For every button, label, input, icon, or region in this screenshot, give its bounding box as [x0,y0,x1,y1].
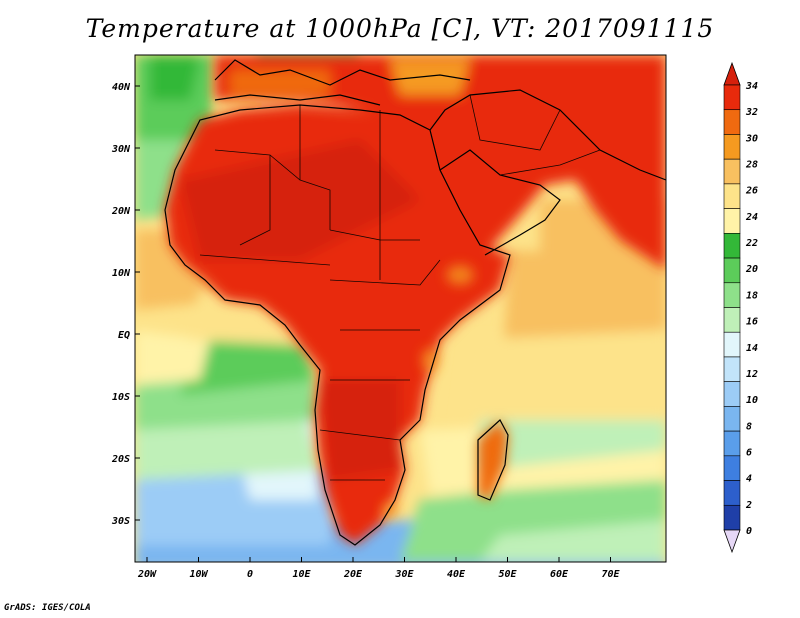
colorbar-label: 30 [745,133,758,144]
colorbar-label: 32 [745,107,758,118]
lon-tick-label: 30E [394,569,414,580]
colorbar-max-triangle [723,61,741,86]
colorbar-band [723,406,741,432]
colorbar-band [723,480,741,506]
lat-tick-label: 10S [112,392,130,403]
lat-tick-label: 30S [111,516,130,527]
colorbar-label: 28 [745,160,758,171]
colorbar-label: 12 [746,369,758,380]
colorbar-band [723,257,741,284]
colorbar-band [723,307,741,333]
colorbar-band [723,109,741,135]
colorbar-label: 34 [745,81,758,92]
lat-tick-label: EQ [118,330,130,341]
lat-tick-label: 20S [111,454,130,465]
latitude-axis: 40N 30N 20N 10N EQ 10S 20S 30S [111,82,140,527]
plot-frame [134,54,667,563]
lon-tick-label: 10E [292,569,311,580]
map-title: Temperature at 1000hPa [C], VT: 20170911… [85,14,715,43]
colorbar-label: 20 [745,264,758,275]
colorbar-band [723,381,741,407]
lon-tick-label: 50E [498,569,517,580]
colorbar-band [723,233,741,259]
colorbar-band [723,208,741,234]
colorbar-band [723,455,741,481]
lon-tick-label: 0 [247,569,253,580]
colorbar-label: 14 [746,343,758,354]
colorbar-label: 8 [746,421,752,432]
colorbar-label: 2 [745,500,752,511]
lon-tick-label: 40E [447,569,466,580]
colorbar-band [723,183,741,209]
colorbar-label: 26 [745,186,758,197]
lat-tick-label: 20N [111,206,131,217]
lat-tick-label: 40N [112,82,131,93]
colorbar-band [723,331,741,358]
lon-tick-label: 60E [550,569,569,580]
colorbar-band [723,84,741,111]
colorbar-band [723,158,741,185]
colorbar-band [723,356,741,382]
colorbar-label: 24 [745,212,758,223]
colorbar-band [723,134,741,160]
colorbar-band [723,282,741,308]
colorbar-label: 22 [745,238,758,249]
lon-tick-label: 10W [189,569,208,580]
temperature-field [135,55,666,562]
colorbar-label: 0 [746,526,752,537]
lon-tick-label: 20W [137,569,157,580]
lat-tick-label: 10N [112,268,131,279]
lon-tick-label: 20E [343,569,363,580]
lon-tick-label: 70E [601,569,620,580]
colorbar-band [723,430,741,457]
colorbar-band [723,504,741,531]
colorbar-label: 18 [746,290,758,301]
credit-label: GrADS: IGES/COLA [4,603,91,613]
colorbar-min-triangle [723,529,741,554]
longitude-axis: 20W 10W 0 10E 20E 30E 40E 50E 60E 70E [137,557,621,580]
colorbar-label: 6 [746,447,752,458]
country-borders [199,94,601,481]
colorbar-label: 10 [746,395,758,406]
colorbar-label: 4 [746,474,752,485]
lat-tick-label: 30N [111,144,131,155]
coastlines [164,59,666,546]
colorbar-label: 16 [746,317,758,328]
